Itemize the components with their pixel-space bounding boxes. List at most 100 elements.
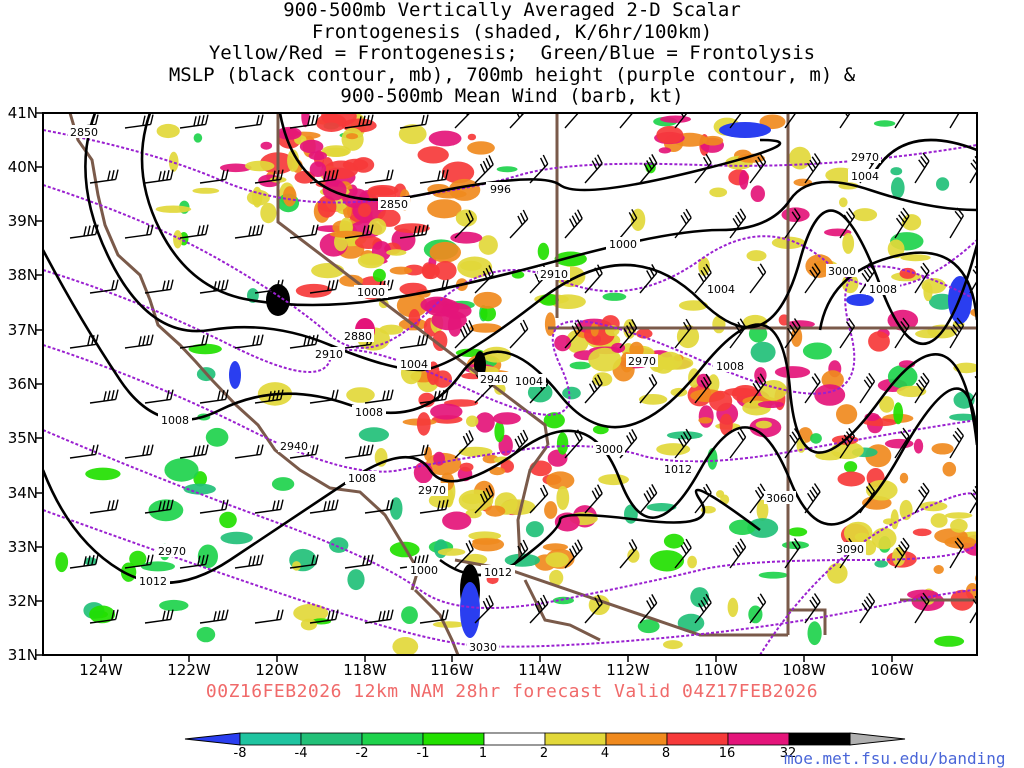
height-label: 2970: [156, 544, 188, 558]
shade-cell: [756, 499, 769, 521]
shade-cell: [868, 331, 890, 352]
shade-cell: [469, 323, 502, 333]
wind-barb: [674, 113, 688, 129]
shade-cell: [757, 401, 784, 408]
wind-barb: [804, 153, 821, 184]
shade-cell: [155, 205, 192, 213]
wind-barb: [289, 334, 319, 349]
lon-label: 106W: [870, 661, 914, 679]
wind-barb: [419, 389, 449, 404]
colorbar-label: 4: [600, 746, 610, 761]
shade-cell: [317, 195, 337, 218]
isobar-label: 1012: [481, 565, 515, 579]
wind-barbs: [69, 113, 977, 624]
wind-barb: [289, 114, 319, 129]
shade-core: [266, 284, 290, 316]
shade-cell: [945, 512, 973, 519]
height-label: 3000: [593, 442, 625, 456]
shade-cell: [933, 565, 944, 574]
shade-cell: [156, 123, 180, 139]
shade-cell: [276, 126, 302, 140]
shade-cell: [719, 413, 733, 436]
shade-cell: [308, 151, 327, 161]
wind-barb: [949, 537, 965, 569]
wind-barb: [619, 539, 638, 569]
wind-barb: [639, 154, 658, 184]
shade-cell: [698, 417, 713, 424]
shade-cell: [554, 334, 572, 352]
shade-cell: [546, 471, 575, 490]
wind-barb: [839, 317, 856, 349]
wind-barb: [674, 538, 692, 569]
shade-cell: [802, 342, 832, 360]
wind-barb: [144, 499, 174, 514]
wind-barb: [179, 334, 209, 349]
shade-cell: [569, 361, 591, 370]
shade-cell: [481, 346, 512, 363]
wind-barb: [894, 427, 910, 459]
height-label-text: 2850: [70, 126, 98, 139]
shade-cell: [873, 120, 896, 127]
shade-cell: [544, 312, 556, 336]
wind-barb: [694, 593, 712, 624]
shade-cell: [755, 420, 772, 429]
isobar: [84, 113, 977, 372]
wind-barb: [364, 169, 394, 184]
colorbar-label: 2: [539, 746, 549, 761]
wind-barb: [804, 593, 821, 624]
title-line-3: Yellow/Red = Frontogenesis; Green/Blue =…: [208, 42, 816, 64]
height-label-text: 3030: [469, 641, 497, 654]
wind-barb: [694, 373, 712, 404]
isobar-label: 1000: [407, 563, 441, 577]
lon-label: 118W: [343, 661, 387, 679]
wind-barb: [289, 554, 319, 569]
wind-barb: [234, 554, 264, 569]
baja-coast: [413, 579, 601, 655]
shade-cell: [84, 557, 98, 566]
wind-barb: [69, 224, 99, 239]
wind-barb: [454, 210, 474, 239]
credit-link[interactable]: moe.met.fsu.edu/banding: [784, 749, 1006, 768]
isobar-label-text: 1012: [484, 566, 512, 579]
shade-cell: [192, 187, 220, 194]
shade-cell: [919, 501, 948, 512]
lat-label: 37N: [7, 321, 38, 339]
shade-cell: [473, 291, 502, 309]
wind-barb: [529, 594, 549, 624]
colorbar-label: 32: [779, 746, 797, 761]
wind-barb: [729, 318, 747, 349]
shade-cell: [196, 626, 216, 643]
shade-cell: [739, 170, 749, 190]
wind-barb: [199, 169, 229, 184]
shade-cell: [427, 199, 462, 219]
isobar-label-text: 1000: [410, 564, 438, 577]
shade-cell: [430, 403, 463, 420]
wind-barb: [949, 427, 965, 459]
height-label: 2880: [342, 329, 374, 343]
chart-title: 900-500mb Vertically Averaged 2-D Scalar…: [0, 0, 1024, 108]
lat-label: 32N: [7, 592, 38, 610]
wind-barb: [949, 113, 960, 129]
shade-cell: [543, 412, 565, 429]
height-label: 3030: [467, 640, 499, 654]
shade-cell: [205, 427, 229, 447]
shade-cell: [372, 268, 386, 282]
shade-cell: [329, 230, 365, 238]
isobar-label: 1004: [704, 282, 738, 296]
axis-ticks: [36, 112, 893, 662]
coastline: [68, 113, 420, 591]
shade-cell: [844, 461, 858, 473]
shade-cell: [220, 531, 253, 545]
colorbar-label: -2: [355, 746, 369, 761]
shade-cell: [985, 585, 1016, 604]
title-line-5: 900-500mb Mean Wind (barb, kt): [340, 85, 684, 107]
shade-cell: [899, 499, 913, 521]
isobar-label-text: 1008: [869, 283, 897, 296]
wind-barb: [784, 428, 801, 459]
shade-cell: [466, 415, 479, 427]
colorbar-label: 1: [478, 746, 488, 761]
colorbar-label: -4: [294, 746, 308, 761]
shade-cell: [214, 113, 220, 114]
lon-label: 122W: [167, 661, 211, 679]
wind-barb: [144, 169, 174, 184]
